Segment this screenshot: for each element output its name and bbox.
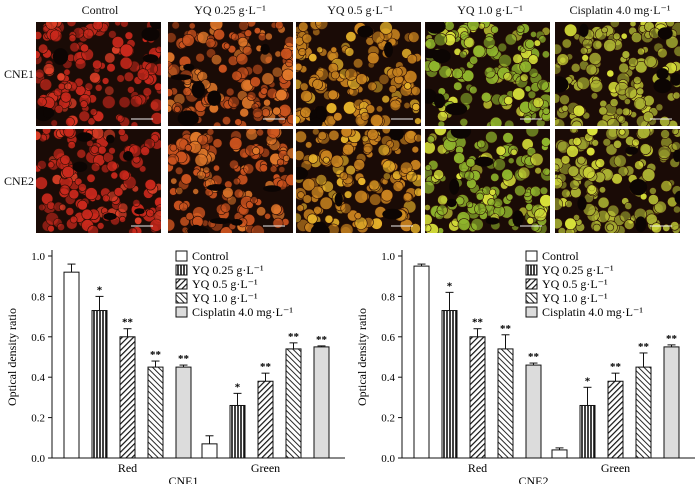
bar: [607, 380, 624, 459]
bar: [635, 366, 652, 459]
x-axis-label: CNE2: [519, 474, 549, 484]
bar: [469, 336, 486, 459]
significance-label: **: [500, 323, 512, 335]
y-tick-label: 0.0: [31, 453, 45, 465]
legend-label: YQ 0.25 g·L⁻¹: [192, 263, 264, 277]
micrograph-column-label: YQ 1.0 g·L⁻¹: [457, 3, 523, 17]
x-tick-label: Green: [601, 461, 630, 475]
micrograph-image: [36, 129, 161, 233]
y-tick-label: 0.6: [31, 332, 45, 344]
bar: [229, 404, 246, 459]
y-tick-label: 0.6: [381, 332, 395, 344]
micrograph-row-label: CNE1: [4, 67, 34, 81]
bar: [119, 336, 136, 459]
micrograph-image: [168, 22, 293, 126]
legend-label: YQ 1.0 g·L⁻¹: [192, 291, 258, 305]
bar: [525, 364, 542, 459]
micrograph-column-label: Control: [81, 3, 119, 17]
significance-label: *: [235, 381, 241, 393]
bar: [663, 346, 680, 459]
legend-swatch: [525, 278, 538, 290]
y-tick-label: 0.4: [381, 372, 395, 384]
bar-chart-cne1: Optical density ratio 0.0 0.2 0.4 0.6 0.8 1.0 *…: [5, 249, 345, 484]
legend-swatch: [525, 306, 538, 318]
micrograph-image: [296, 22, 421, 126]
y-tick-label: 0.2: [31, 413, 45, 425]
legend-label: Cisplatin 4.0 mg·L⁻¹: [542, 305, 643, 319]
bar: [413, 265, 430, 459]
bar-chart-cne2: Optical density ratio 0.0 0.2 0.4 0.6 0.8 1.0 *…: [355, 249, 695, 484]
bar: [201, 443, 218, 459]
significance-label: **: [316, 334, 328, 346]
micrograph-column-label: Cisplatin 4.0 mg·L⁻¹: [569, 3, 671, 17]
legend-swatch: [525, 292, 538, 304]
y-axis-label: Optical density ratio: [5, 308, 19, 406]
significance-label: **: [122, 317, 134, 329]
legend-swatch: [175, 278, 188, 290]
x-tick-label: Red: [118, 461, 137, 475]
legend-swatch: [175, 292, 188, 304]
significance-label: **: [638, 341, 650, 353]
bar: [257, 380, 274, 459]
significance-label: *: [585, 375, 591, 387]
micrograph-image: [555, 22, 680, 126]
legend-label: Control: [542, 249, 579, 263]
significance-label: **: [260, 361, 272, 373]
legend-label: YQ 0.5 g·L⁻¹: [192, 277, 258, 291]
bar: [313, 346, 330, 459]
legend-label: Control: [192, 249, 229, 263]
micrograph-image: [425, 22, 550, 126]
y-tick-label: 0.0: [381, 453, 395, 465]
y-tick-label: 1.0: [381, 251, 395, 263]
legend-label: YQ 0.5 g·L⁻¹: [542, 277, 608, 291]
significance-label: **: [150, 349, 162, 361]
legend-label: YQ 0.25 g·L⁻¹: [542, 263, 614, 277]
bar: [285, 348, 302, 459]
micrograph-image: [296, 129, 421, 233]
legend-swatch: [525, 250, 538, 262]
bar: [579, 404, 596, 459]
micrograph-image: [425, 129, 550, 233]
micrograph-image: [555, 129, 680, 233]
bar: [147, 366, 164, 459]
significance-label: **: [178, 353, 190, 365]
bar: [497, 348, 514, 459]
micrograph-row-label: CNE2: [4, 174, 34, 188]
micrograph-image: [168, 129, 293, 233]
significance-label: **: [472, 317, 484, 329]
legend-swatch: [175, 250, 188, 262]
x-tick-label: Red: [468, 461, 487, 475]
x-tick-label: Green: [251, 461, 280, 475]
legend-swatch: [525, 264, 538, 276]
significance-label: **: [610, 361, 622, 373]
y-tick-label: 0.2: [381, 413, 395, 425]
bar: [551, 449, 568, 459]
micrograph-image: [36, 22, 161, 126]
legend-label: Cisplatin 4.0 mg·L⁻¹: [192, 305, 293, 319]
significance-label: **: [528, 351, 540, 363]
micrograph-column-label: YQ 0.25 g·L⁻¹: [194, 3, 266, 17]
significance-label: **: [288, 331, 300, 343]
significance-label: *: [97, 284, 103, 296]
y-tick-label: 0.8: [31, 291, 45, 303]
micrograph-column-label: YQ 0.5 g·L⁻¹: [327, 3, 393, 17]
significance-label: **: [666, 333, 678, 345]
y-tick-label: 0.4: [31, 372, 45, 384]
significance-label: *: [447, 280, 453, 292]
bar: [91, 310, 108, 459]
legend-swatch: [175, 306, 188, 318]
bar: [63, 271, 80, 459]
bar: [175, 366, 192, 459]
y-tick-label: 0.8: [381, 291, 395, 303]
legend-label: YQ 1.0 g·L⁻¹: [542, 291, 608, 305]
y-tick-label: 1.0: [31, 251, 45, 263]
bar: [441, 310, 458, 459]
x-axis-label: CNE1: [169, 474, 199, 484]
y-axis-label: Optical density ratio: [355, 308, 369, 406]
legend-swatch: [175, 264, 188, 276]
